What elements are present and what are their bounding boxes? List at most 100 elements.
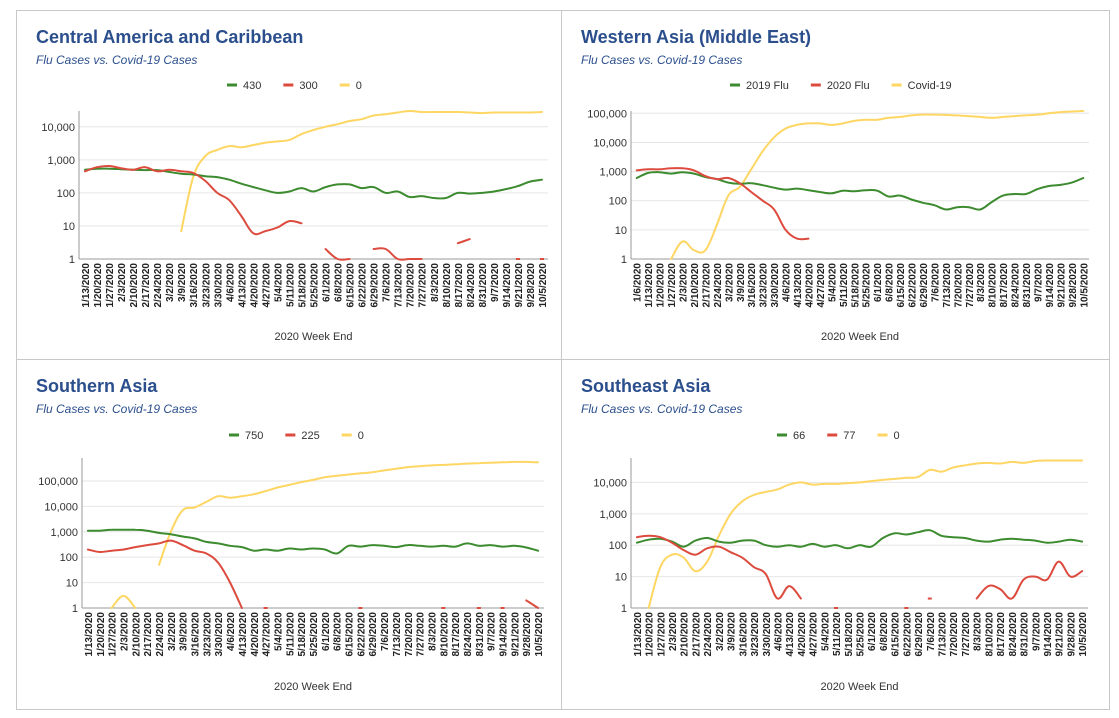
- x-tick-label: 3/23/2020: [202, 612, 213, 657]
- x-tick-label: 3/9/2020: [177, 263, 188, 302]
- x-tick-label: 2/3/2020: [668, 612, 679, 651]
- x-tick-label: 4/20/2020: [249, 263, 260, 308]
- x-tick-label: 8/3/2020: [427, 612, 438, 651]
- series-line-2: [647, 459, 1084, 609]
- x-tick-label: 8/31/2020: [478, 263, 489, 308]
- x-tick-label: 3/30/2020: [762, 612, 773, 657]
- x-tick-label: 8/10/2020: [442, 263, 453, 308]
- x-tick-label: 8/24/2020: [463, 612, 474, 657]
- x-tick-label: 3/23/2020: [750, 612, 761, 657]
- x-tick-label: 9/7/2020: [1031, 612, 1042, 651]
- x-tick-label: 4/13/2020: [237, 263, 248, 308]
- x-tick-label: 3/30/2020: [770, 263, 781, 308]
- x-tick-label: 4/6/2020: [226, 612, 237, 651]
- x-tick-label: 8/31/2020: [475, 612, 486, 657]
- x-tick-label: 6/8/2020: [879, 612, 890, 651]
- series-line-0: [84, 167, 543, 200]
- y-tick-label: 100: [57, 188, 75, 200]
- x-tick-label: 4/20/2020: [250, 612, 261, 657]
- x-tick-label: 1/6/2020: [633, 263, 644, 302]
- x-tick-label: 1/27/2020: [105, 263, 116, 308]
- x-tick-label: 7/27/2020: [961, 612, 972, 657]
- series-line-2: [670, 110, 1085, 260]
- x-tick-label: 2/24/2020: [155, 612, 166, 657]
- y-tick-label: 1,000: [50, 527, 78, 539]
- x-tick-label: 6/22/2020: [356, 612, 367, 657]
- x-tick-label: 8/24/2020: [466, 263, 477, 308]
- chart-title: Central America and Caribbean: [36, 27, 304, 47]
- x-tick-label: 9/21/2020: [510, 612, 521, 657]
- y-tick-label: 10: [66, 578, 78, 590]
- x-tick-label: 3/23/2020: [201, 263, 212, 308]
- x-tick-label: 3/16/2020: [191, 612, 202, 657]
- x-tick-label: 1/27/2020: [108, 612, 119, 657]
- x-tick-label: 8/17/2020: [999, 263, 1010, 308]
- x-tick-label: 2/3/2020: [119, 612, 130, 651]
- x-tick-label: 5/11/2020: [285, 612, 296, 656]
- chart-subtitle: Flu Cases vs. Covid-19 Cases: [36, 53, 198, 67]
- x-tick-label: 3/16/2020: [189, 263, 200, 308]
- legend-label: 225: [301, 430, 319, 442]
- x-tick-label: 7/13/2020: [942, 263, 953, 308]
- x-tick-label: 8/24/2020: [1008, 612, 1019, 657]
- legend-label: 66: [793, 430, 805, 442]
- x-tick-label: 2/17/2020: [701, 263, 712, 308]
- x-tick-label: 9/28/2020: [526, 263, 537, 308]
- x-tick-label: 3/2/2020: [167, 612, 178, 651]
- x-tick-label: 2/24/2020: [713, 263, 724, 308]
- legend-label: 750: [245, 430, 263, 442]
- x-tick-label: 9/14/2020: [499, 612, 510, 657]
- x-tick-label: 1/20/2020: [96, 612, 107, 657]
- x-tick-label: 6/22/2020: [902, 612, 913, 657]
- x-axis-label: 2020 Week End: [821, 331, 899, 343]
- x-tick-label: 2/10/2020: [690, 263, 701, 308]
- x-tick-label: 3/2/2020: [165, 263, 176, 302]
- x-tick-label: 7/27/2020: [418, 263, 429, 308]
- x-tick-label: 1/13/2020: [81, 263, 92, 308]
- y-tick-label: 10,000: [41, 122, 75, 134]
- chart-subtitle: Flu Cases vs. Covid-19 Cases: [581, 53, 743, 67]
- x-tick-label: 6/15/2020: [345, 612, 356, 657]
- x-tick-label: 2/10/2020: [131, 612, 142, 657]
- x-tick-label: 3/23/2020: [759, 263, 770, 308]
- y-tick-label: 10: [615, 225, 627, 237]
- series-line-0: [635, 529, 1084, 550]
- chart-title: Southeast Asia: [581, 376, 711, 396]
- legend-label: 300: [299, 80, 317, 92]
- x-tick-label: 4/13/2020: [785, 612, 796, 657]
- legend-label: 430: [243, 80, 261, 92]
- x-tick-label: 4/6/2020: [782, 263, 793, 302]
- x-tick-label: 3/2/2020: [715, 612, 726, 651]
- series-line-1: [84, 164, 303, 236]
- line-chart: 1 10 100 1,000 10,000 100,000 1/13/2020 1/20/20…: [38, 430, 545, 693]
- x-tick-label: 7/27/2020: [965, 263, 976, 308]
- y-tick-label: 10: [63, 221, 75, 233]
- x-tick-label: 1/27/2020: [667, 263, 678, 308]
- x-tick-label: 2/17/2020: [141, 263, 152, 308]
- x-tick-label: 6/29/2020: [370, 263, 381, 308]
- chart-panel-central-america: Central America and Caribbean Flu Cases …: [16, 10, 562, 360]
- x-tick-label: 2/10/2020: [680, 612, 691, 657]
- chart-panel-southern-asia: Southern Asia Flu Cases vs. Covid-19 Cas…: [16, 359, 562, 710]
- x-tick-label: 3/2/2020: [724, 263, 735, 302]
- x-tick-label: 5/25/2020: [856, 612, 867, 657]
- x-tick-label: 5/4/2020: [820, 612, 831, 651]
- x-tick-label: 7/6/2020: [380, 612, 391, 651]
- chart-title: Western Asia (Middle East): [581, 27, 812, 47]
- x-tick-label: 2/24/2020: [153, 263, 164, 308]
- y-tick-label: 100,000: [587, 108, 627, 120]
- x-tick-label: 6/15/2020: [346, 263, 357, 308]
- x-tick-label: 2/17/2020: [691, 612, 702, 657]
- x-axis-label: 2020 Week End: [820, 681, 898, 693]
- y-tick-label: 10,000: [44, 501, 78, 513]
- legend-label: 0: [894, 430, 900, 442]
- series-line-1: [635, 534, 802, 600]
- x-tick-label: 5/4/2020: [273, 263, 284, 302]
- x-tick-label: 2/17/2020: [143, 612, 154, 657]
- legend-label: 77: [843, 430, 855, 442]
- x-tick-label: 1/13/2020: [84, 612, 95, 657]
- x-tick-label: 1/27/2020: [656, 612, 667, 657]
- x-axis-label: 2020 Week End: [274, 331, 352, 343]
- y-tick-label: 10,000: [593, 477, 627, 489]
- x-tick-label: 8/3/2020: [976, 263, 987, 302]
